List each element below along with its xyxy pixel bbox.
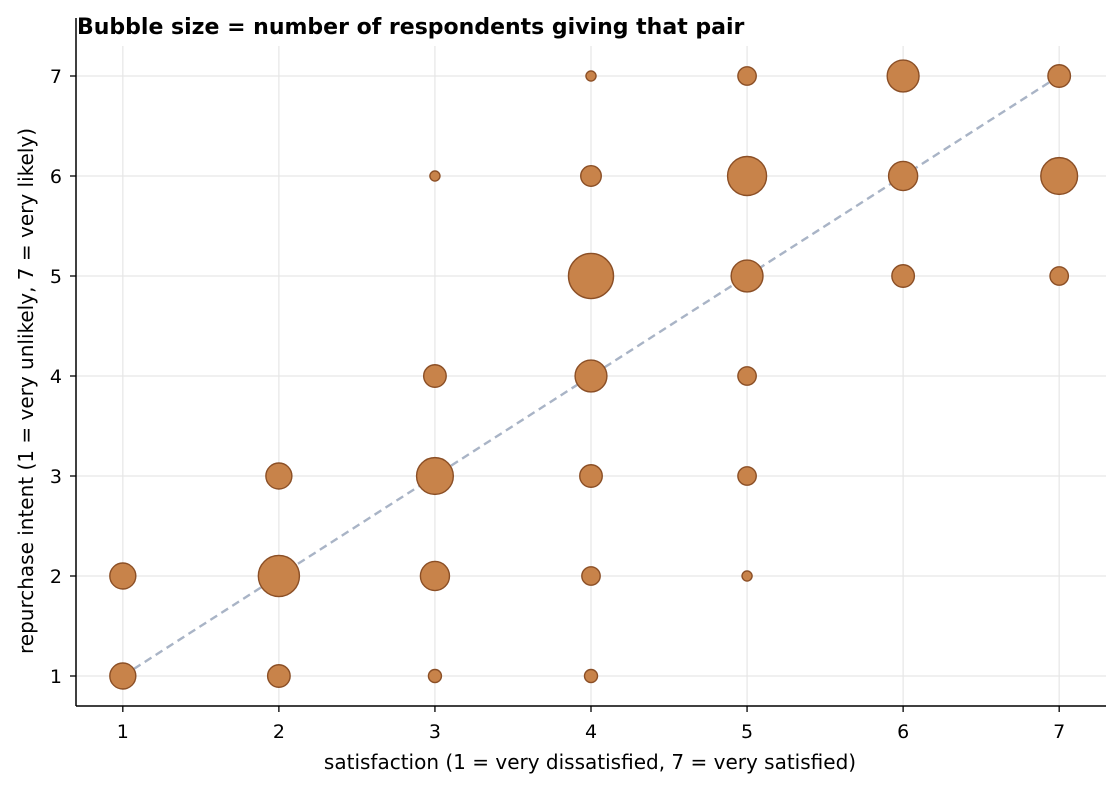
x-tick-label: 3 [429,721,441,743]
bubble [422,364,447,388]
y-tick-label: 7 [50,66,62,88]
bubble [1040,156,1079,196]
bubble [1047,64,1072,88]
bubble [886,59,920,93]
bubble [427,668,443,684]
bubble [726,155,768,197]
y-tick-label: 1 [50,666,62,688]
bubble [266,664,291,688]
x-tick-label: 1 [117,721,129,743]
x-tick-label: 6 [897,721,909,743]
bubble [1049,266,1070,286]
bubble [737,366,757,386]
bubble [891,264,916,288]
bubble [741,570,753,582]
chart-title: Bubble size = number of respondents givi… [77,15,744,40]
x-tick-label: 7 [1053,721,1065,743]
bubble [109,662,137,690]
bubble [737,466,757,486]
bubble [737,66,757,86]
bubble [567,252,615,300]
bubble [583,668,599,684]
y-tick-label: 4 [50,366,62,388]
y-tick-label: 2 [50,566,62,588]
bubble [585,70,597,82]
bubble [419,560,451,592]
y-tick-label: 6 [50,166,62,188]
bubble [415,456,455,496]
bubble [579,464,603,488]
bubbles [109,59,1079,690]
x-tick-label: 2 [273,721,285,743]
bubble [887,160,919,192]
bubble [265,462,293,490]
y-tick-label: 3 [50,466,62,488]
x-tick-label: 4 [585,721,597,743]
bubble [581,566,601,586]
ticks: 1 2 3 4 5 6 7 1 2 3 4 5 6 7 [50,66,1065,743]
bubble [730,259,764,293]
x-axis-label: satisfaction (1 = very dissatisfied, 7 =… [324,750,856,774]
x-tick-label: 5 [741,721,753,743]
bubble [257,554,301,598]
y-tick-label: 5 [50,266,62,288]
bubble [574,359,608,393]
bubble [580,165,602,187]
bubble [429,170,441,182]
y-axis-label: repurchase intent (1 = very unlikely, 7 … [14,128,38,654]
bubble [109,562,137,590]
